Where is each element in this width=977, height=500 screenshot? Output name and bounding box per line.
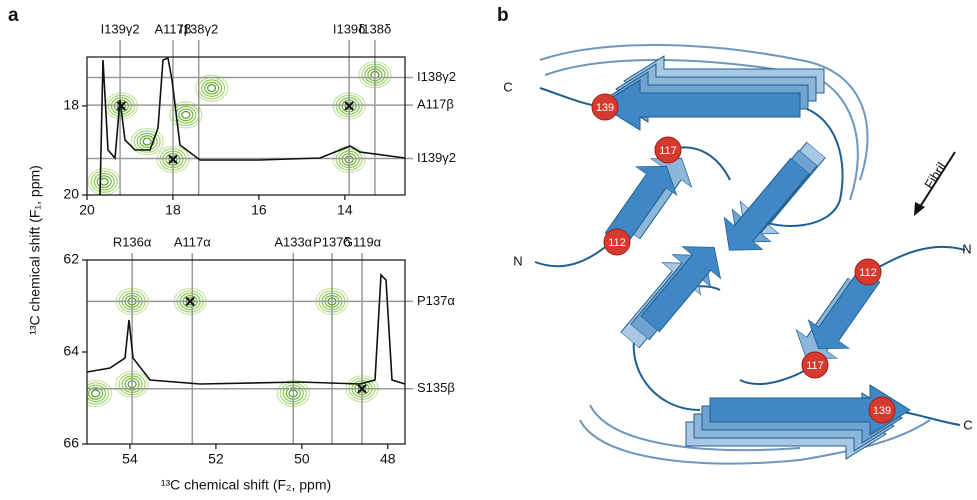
assignment-label: P137α [417,293,455,308]
assignment-label: I139δ [333,21,366,36]
x-tick-label: 52 [208,451,224,467]
assignment-label: S135β [417,380,455,395]
contour-level [90,170,118,193]
y-tick-label: 62 [63,251,79,267]
contour-level [130,127,164,156]
x-tick-label: 54 [122,451,138,467]
residue-marker [654,136,682,164]
trace [99,57,405,195]
cross-peak [185,296,195,307]
contour-level [198,76,226,100]
panel-label: a [8,5,19,26]
contour-level [87,384,107,403]
cross-peak [357,384,367,394]
residue-label: 112 [859,267,877,279]
contour-level [142,137,152,146]
y-axis-label: ¹³C chemical shift (F₁, ppm) [27,165,43,335]
trace [87,273,405,385]
x-tick-label: 48 [380,451,396,467]
residue-label: 117 [806,360,824,372]
assignment-label: A117α [174,234,211,249]
plot-frame [86,56,406,196]
contour-level [201,79,223,97]
contour-level [87,379,113,407]
assignment-label: I138γ2 [417,69,456,84]
y-tick-label: 64 [63,343,79,359]
residue-label: 139 [873,405,891,417]
contour-level [96,175,112,189]
residue-marker [801,351,829,379]
residue-marker [868,396,896,424]
cross-peak [168,154,178,165]
y-tick-label: 18 [63,97,79,113]
contour-level [139,135,155,148]
residue-marker [591,93,619,121]
residue-label: 117 [659,145,677,157]
plot-frame [86,259,406,445]
assignment-label: R136α [113,234,152,249]
assignment-label: A117β [155,21,192,36]
contours [87,61,392,195]
contour-level [87,387,104,400]
contour-level [133,130,161,153]
y-tick-label: 66 [63,435,79,451]
assignment-label: A117β [417,97,454,112]
contour-level [87,168,121,195]
residue-label: 139 [596,102,614,114]
assignment-label: I139γ2 [417,150,456,165]
residue-label: 112 [608,237,626,249]
x-tick-label: 20 [79,202,95,218]
contour-level [204,81,220,95]
x-tick-label: 16 [251,202,267,218]
assignment-label: I138δ [359,21,392,36]
terminus: C [503,79,512,94]
terminus: C [963,417,972,432]
terminus: N [513,253,522,268]
assignment-label: I139γ2 [101,21,140,36]
contour-level [195,74,229,102]
contour-level [207,84,217,93]
y-tick-label: 20 [63,186,79,202]
residue-marker [603,228,631,256]
x-tick-label: 14 [337,202,353,218]
contour-level [178,108,194,122]
assignment-label: A133α [274,234,312,249]
contour-level [169,101,203,129]
x-axis-label: ¹³C chemical shift (F₂, ppm) [161,477,331,493]
contour-level [93,172,115,191]
contour-level [87,382,110,405]
assignment-label: G119α [343,234,382,249]
contour-level [181,110,191,119]
cross-peak [344,101,354,111]
contour-level [99,177,109,186]
assignment-label: P137δ [313,234,351,249]
fibril-diagram: Fibril C N N C 139 117 112 112 117 139 [503,44,973,465]
terminus: N [962,241,971,256]
panel-label: b [497,5,509,26]
assignment-label: I138γ2 [179,21,218,36]
fibril-label: Fibril [921,159,949,191]
contour-level [90,389,101,398]
residue-marker [854,258,882,286]
x-tick-label: 50 [294,451,310,467]
x-tick-label: 18 [165,202,181,218]
